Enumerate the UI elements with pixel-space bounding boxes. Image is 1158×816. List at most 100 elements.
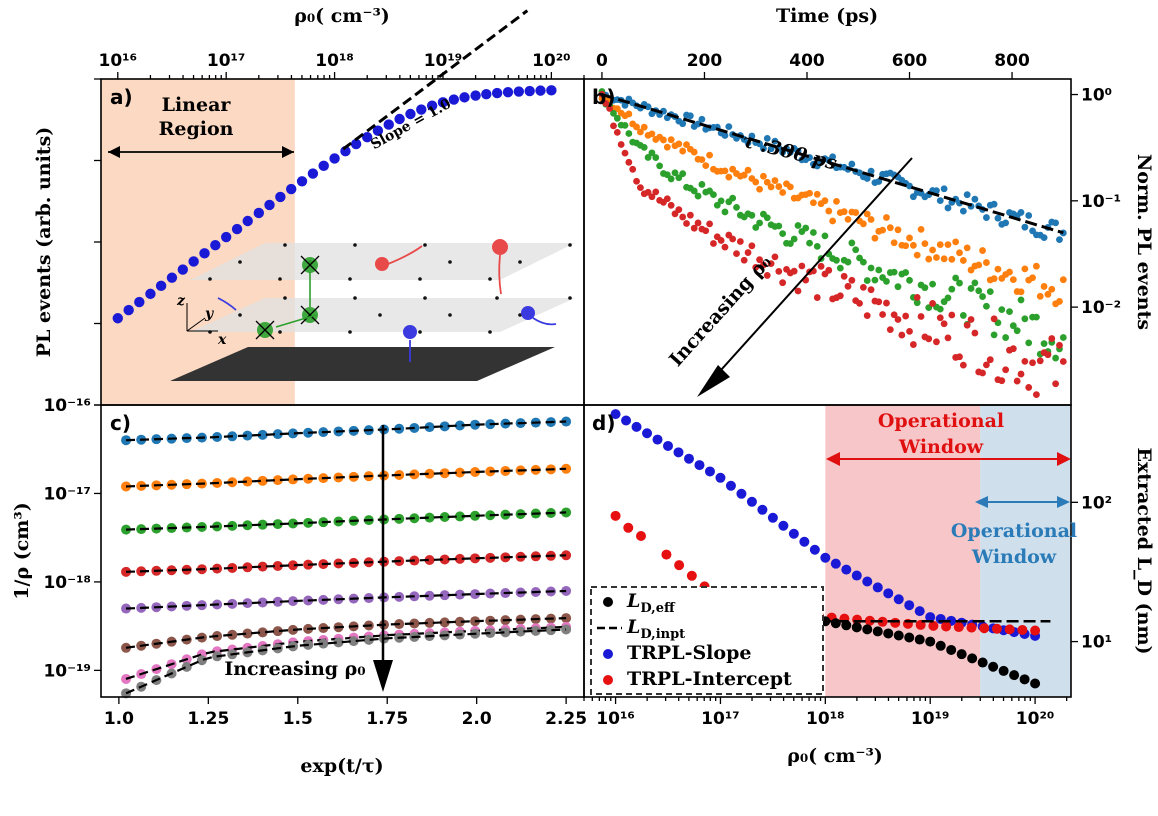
- pl-point: [502, 86, 514, 98]
- trpl-point: [736, 238, 744, 245]
- trpl-slope-point: [830, 558, 841, 569]
- trpl-point: [813, 190, 821, 198]
- trpl-point: [748, 211, 756, 219]
- inverse-density-point: [287, 474, 298, 485]
- inverse-density-point: [439, 512, 450, 523]
- trpl-point: [763, 134, 771, 142]
- trpl-intercept-point: [890, 617, 901, 628]
- trpl-point: [983, 214, 990, 221]
- inverse-density-point: [424, 512, 435, 523]
- x-tick-label-d: 10¹⁷: [701, 709, 740, 729]
- trpl-point: [975, 261, 983, 269]
- trpl-point: [763, 272, 771, 279]
- trpl-point: [836, 264, 844, 272]
- trpl-point: [1040, 283, 1048, 290]
- trpl-point: [775, 183, 783, 190]
- trpl-intercept-point: [1004, 624, 1015, 635]
- trpl-point: [879, 226, 887, 234]
- panel-label-b: b): [592, 85, 615, 109]
- ld-eff-point: [1009, 670, 1020, 681]
- ld-eff-point: [914, 634, 925, 645]
- trpl-point: [986, 288, 994, 296]
- inverse-density-point: [257, 429, 268, 440]
- trpl-point: [706, 220, 713, 228]
- x-tick-label-d: 10¹⁸: [806, 709, 845, 729]
- inverse-density-point: [287, 560, 298, 571]
- trpl-point: [786, 240, 794, 248]
- trpl-point: [636, 184, 644, 192]
- trpl-point: [721, 208, 729, 216]
- pl-point: [210, 240, 221, 251]
- panel-label-a: a): [110, 85, 133, 109]
- trpl-point: [959, 257, 967, 264]
- trpl-point: [913, 299, 921, 307]
- linear-fit-line: [125, 420, 567, 442]
- pl-point: [242, 215, 253, 227]
- trpl-point: [606, 105, 614, 112]
- trpl-point: [752, 224, 760, 231]
- inverse-density-point: [424, 617, 435, 628]
- linear-region-label: Region: [159, 118, 234, 140]
- pl-point: [524, 85, 535, 97]
- trpl-point: [771, 137, 779, 145]
- trpl-point: [1044, 351, 1052, 359]
- pl-point: [329, 153, 340, 164]
- trpl-point: [767, 260, 775, 268]
- trpl-slope-point: [673, 447, 684, 458]
- trpl-point: [852, 246, 860, 254]
- y-tick-label-c: 10⁻¹⁷: [43, 484, 91, 504]
- trpl-point: [1059, 358, 1067, 365]
- trpl-point: [1017, 209, 1025, 216]
- trpl-point: [806, 189, 813, 197]
- trpl-point: [944, 241, 952, 249]
- trpl-point: [936, 305, 944, 313]
- trpl-point: [1029, 274, 1036, 282]
- pl-point: [296, 176, 308, 187]
- inverse-density-point: [454, 467, 465, 478]
- legend-marker: [603, 597, 613, 607]
- trpl-point: [671, 169, 679, 177]
- trpl-slope-point: [631, 421, 642, 432]
- trpl-point: [794, 287, 802, 295]
- trpl-point: [717, 197, 725, 205]
- inverse-density-point: [515, 626, 526, 637]
- trpl-point: [879, 311, 887, 318]
- pl-point: [275, 191, 286, 203]
- trpl-point: [867, 167, 875, 175]
- trpl-point: [902, 242, 910, 250]
- inverse-density-point: [409, 618, 420, 629]
- legend-marker: [603, 675, 613, 685]
- inverse-density-point: [561, 550, 572, 561]
- trpl-point: [740, 171, 748, 179]
- trpl-point: [948, 285, 956, 293]
- trpl-point: [679, 213, 687, 221]
- trpl-point: [656, 162, 664, 170]
- trpl-point: [1048, 285, 1056, 293]
- inverse-density-point: [561, 416, 572, 427]
- x-tick-label-c: 1.75: [366, 709, 408, 729]
- inverse-density-point: [439, 554, 450, 565]
- trpl-slope-point: [642, 428, 653, 439]
- trpl-point: [956, 249, 963, 257]
- trpl-point: [675, 206, 683, 214]
- trpl-point: [640, 123, 648, 131]
- trpl-point: [1056, 298, 1063, 305]
- trpl-point: [625, 110, 633, 118]
- ld-eff-point: [998, 665, 1009, 676]
- trpl-point: [875, 266, 883, 274]
- trpl-intercept-point: [1017, 624, 1028, 635]
- trpl-point: [990, 275, 998, 283]
- x-tick-label-c: 2.25: [545, 709, 587, 729]
- lattice-site: [448, 260, 452, 264]
- increasing-rho-arrow: [711, 157, 913, 381]
- trpl-point: [779, 230, 787, 238]
- lattice-site: [348, 330, 352, 334]
- trpl-point: [683, 220, 690, 227]
- ld-eff-point: [830, 618, 841, 629]
- trpl-slope-point: [799, 536, 810, 547]
- trpl-slope-point: [925, 612, 936, 623]
- lattice-site: [278, 277, 282, 281]
- inverse-density-point: [272, 596, 283, 607]
- trpl-point: [979, 247, 986, 254]
- trpl-point: [694, 120, 702, 128]
